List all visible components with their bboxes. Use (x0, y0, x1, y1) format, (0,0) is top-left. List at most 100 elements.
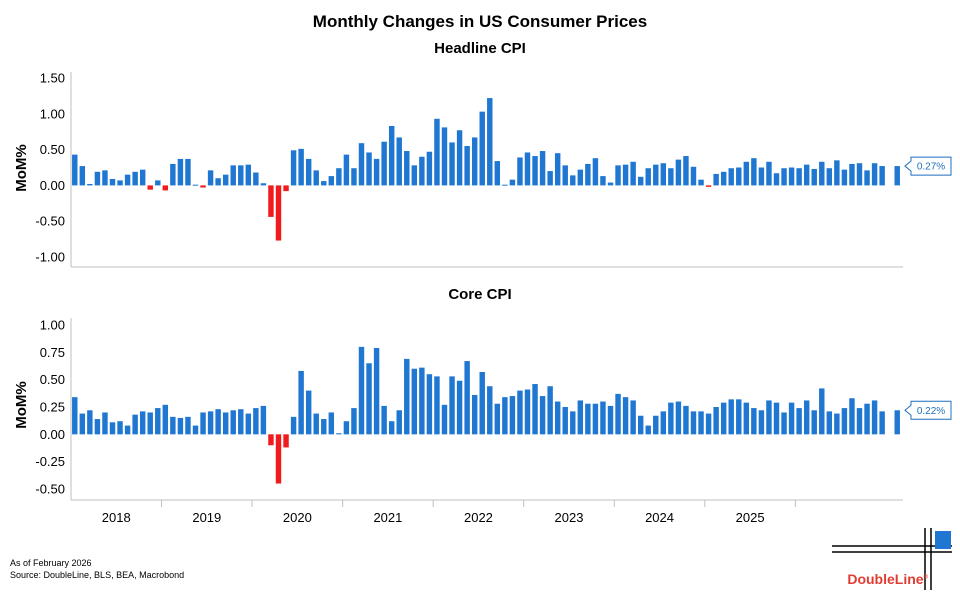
bar (871, 163, 878, 186)
bar (856, 408, 863, 435)
bar (849, 398, 855, 435)
bar (570, 411, 576, 435)
bar (321, 419, 327, 435)
y-tick-label: 1.50 (40, 71, 65, 86)
bar (434, 118, 440, 186)
bar (660, 163, 667, 186)
as-of-note: As of February 2026 (10, 558, 92, 568)
bar (336, 433, 342, 435)
bar (313, 413, 319, 435)
bar (796, 168, 802, 186)
bar (260, 183, 267, 186)
bar (464, 146, 470, 186)
bar (720, 402, 727, 435)
doubleline-logo-mark (832, 528, 952, 590)
bar (343, 154, 350, 186)
bar (607, 405, 614, 435)
bar (147, 185, 153, 190)
bar (139, 411, 146, 435)
bar (117, 180, 123, 186)
bar (524, 152, 531, 186)
bar (404, 151, 410, 186)
bar (577, 400, 584, 435)
bar (819, 161, 825, 186)
bar (139, 169, 146, 186)
bar (207, 411, 214, 435)
bar (826, 168, 833, 186)
bar (690, 411, 697, 435)
bar (351, 168, 357, 186)
bar (554, 401, 561, 435)
bar (426, 374, 433, 435)
bar (215, 178, 221, 186)
bar (305, 158, 312, 186)
bar (328, 412, 335, 435)
bar (615, 165, 621, 186)
bar (124, 425, 131, 435)
y-tick-label: 0.50 (40, 142, 65, 157)
y-tick-label: 0.75 (40, 345, 65, 360)
core-cpi-panel: 1.00 0.75 0.50 0.25 0.00 -0.25 -0.50 0.22% (35, 318, 952, 501)
bar (170, 163, 176, 186)
bar (502, 184, 508, 186)
bar (532, 156, 538, 186)
bar (373, 158, 380, 186)
x-tick-label: 2019 (192, 510, 221, 525)
bar (155, 180, 161, 186)
bar (230, 410, 236, 435)
bar (751, 158, 757, 186)
bar (434, 376, 440, 435)
bar (653, 415, 659, 435)
bar (132, 414, 138, 435)
y-tick-label: -0.25 (35, 454, 65, 469)
bar (313, 170, 319, 186)
bar (479, 111, 485, 186)
bar (381, 141, 387, 186)
bar (622, 397, 629, 435)
last-value-label: 0.22% (917, 406, 945, 417)
bar (222, 412, 229, 435)
bar (381, 405, 387, 435)
bar (758, 167, 765, 186)
bar (871, 400, 878, 435)
bar (502, 397, 508, 435)
bar (864, 403, 870, 435)
bar (117, 421, 123, 435)
bar (479, 372, 485, 435)
last-value-callout (904, 156, 952, 176)
bar (238, 409, 244, 435)
bar (720, 171, 727, 186)
bar (222, 174, 229, 186)
bar (819, 388, 825, 435)
bar (879, 411, 885, 435)
y-tick-label: 1.00 (40, 106, 65, 121)
bar (585, 163, 591, 186)
bar (283, 434, 289, 448)
x-tick-label: 2024 (645, 510, 674, 525)
bar (102, 412, 108, 435)
chart-title: Monthly Changes in US Consumer Prices (313, 12, 647, 31)
bar (645, 425, 651, 435)
bar (766, 400, 772, 435)
bar (803, 400, 810, 435)
y-tick-label: 0.00 (40, 427, 65, 442)
bar (298, 370, 304, 435)
bar (600, 176, 606, 186)
bar (471, 137, 478, 186)
bar (758, 410, 765, 435)
bar (615, 393, 621, 435)
y-tick-label: 0.25 (40, 400, 65, 415)
bar (894, 410, 900, 435)
bar (811, 168, 817, 186)
bar (260, 405, 267, 435)
bar (728, 168, 734, 186)
bar (358, 143, 365, 186)
bar (894, 166, 900, 186)
bar (207, 170, 214, 186)
bar (72, 154, 78, 186)
bar (788, 167, 795, 186)
bar (517, 157, 523, 186)
bar (456, 380, 463, 435)
bar (766, 161, 772, 186)
bar (411, 165, 418, 186)
